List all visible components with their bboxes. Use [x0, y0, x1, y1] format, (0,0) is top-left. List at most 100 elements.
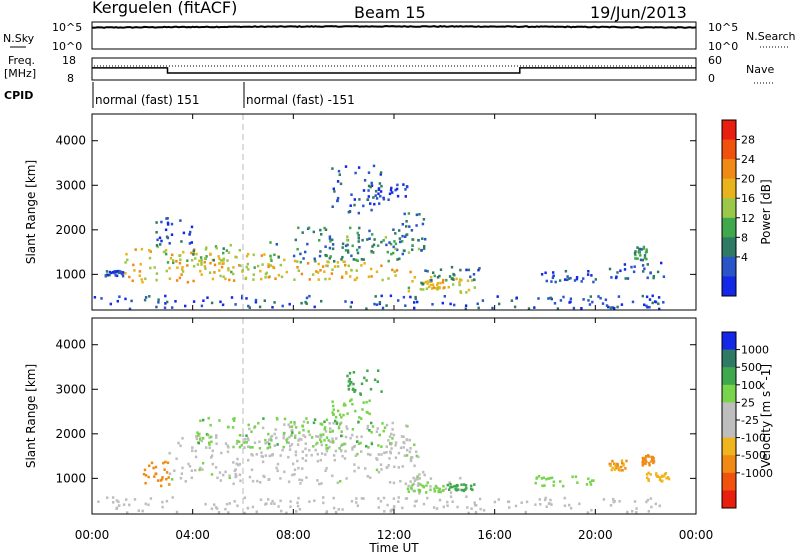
data-cell: [208, 446, 211, 450]
data-cell: [319, 269, 322, 272]
data-cell: [213, 503, 216, 506]
data-cell: [200, 263, 203, 266]
data-cell: [167, 476, 170, 479]
data-cell: [220, 451, 223, 455]
data-cell: [355, 497, 358, 500]
data-cell: [125, 498, 128, 501]
data-cell: [323, 427, 326, 431]
data-cell: [399, 240, 402, 244]
data-cell: [380, 184, 383, 188]
data-cell: [170, 233, 174, 236]
data-cell: [118, 269, 121, 273]
data-cell: [390, 442, 393, 445]
data-cell: [339, 480, 342, 483]
data-cell: [346, 427, 349, 431]
data-cell: [354, 171, 357, 175]
colorbar-tick-label: -500: [741, 449, 766, 462]
data-cell: [347, 380, 351, 383]
data-cell: [409, 459, 413, 463]
data-cell: [199, 466, 202, 470]
data-cell: [203, 265, 207, 268]
data-cell: [382, 429, 385, 433]
data-cell: [282, 436, 285, 440]
data-cell: [186, 280, 190, 284]
data-cell: [188, 242, 192, 245]
data-cell: [633, 252, 637, 255]
data-cell: [395, 187, 399, 191]
data-cell: [232, 419, 236, 422]
data-cell: [165, 252, 168, 256]
data-cell: [192, 279, 195, 283]
data-cell: [405, 454, 409, 457]
data-cell: [646, 498, 650, 502]
data-cell: [456, 505, 459, 509]
data-cell: [514, 504, 518, 508]
data-cell: [160, 478, 164, 481]
data-cell: [426, 282, 429, 285]
data-cell: [587, 270, 590, 273]
data-cell: [316, 479, 319, 482]
data-cell: [646, 263, 649, 266]
data-cell: [203, 257, 207, 260]
data-cell: [412, 482, 416, 486]
data-cell: [225, 502, 229, 506]
data-cell: [368, 237, 371, 240]
data-cell: [537, 297, 540, 300]
data-cell: [464, 484, 468, 487]
data-cell: [412, 476, 415, 480]
data-cell: [379, 194, 382, 198]
data-cell: [235, 462, 238, 466]
data-cell: [589, 295, 592, 298]
data-cell: [155, 221, 158, 224]
data-cell: [316, 459, 320, 463]
data-cell: [325, 436, 329, 439]
data-cell: [181, 270, 185, 273]
data-cell: [356, 259, 359, 262]
data-cell: [213, 271, 216, 274]
data-cell: [149, 266, 152, 270]
data-cell: [117, 500, 120, 504]
data-cell: [142, 472, 146, 476]
data-cell: [324, 430, 328, 433]
data-cell: [378, 433, 381, 437]
data-cell: [493, 500, 497, 504]
data-cell: [204, 248, 208, 251]
data-cell: [202, 418, 205, 422]
freq-panel-frame: [91, 57, 697, 81]
data-cell: [376, 244, 380, 247]
data-cell: [623, 263, 627, 266]
data-cell: [651, 294, 654, 298]
data-cell: [357, 240, 360, 243]
data-cell: [192, 251, 196, 255]
data-cell: [302, 257, 305, 260]
data-cell: [116, 269, 119, 273]
data-cell: [586, 511, 590, 514]
data-cell: [227, 511, 230, 514]
data-cell: [616, 463, 619, 466]
data-cell: [386, 466, 389, 469]
data-cell: [385, 304, 388, 307]
data-cell: [351, 433, 354, 437]
data-cell: [417, 455, 420, 459]
data-cell: [255, 510, 258, 514]
data-cell: [383, 510, 386, 513]
data-cell: [369, 202, 372, 205]
data-cell: [591, 300, 594, 304]
data-cell: [328, 277, 331, 281]
data-cell: [375, 468, 379, 472]
data-cell: [304, 459, 308, 462]
data-cell: [121, 271, 125, 274]
data-cell: [329, 240, 332, 243]
data-cell: [413, 301, 416, 304]
data-cell: [298, 431, 301, 434]
data-cell: [647, 471, 650, 475]
data-cell: [569, 276, 572, 280]
data-cell: [138, 270, 142, 273]
data-cell: [331, 238, 334, 242]
data-cell: [304, 442, 307, 445]
data-cell: [444, 487, 448, 491]
data-cell: [410, 485, 413, 488]
data-cell: [269, 257, 273, 261]
